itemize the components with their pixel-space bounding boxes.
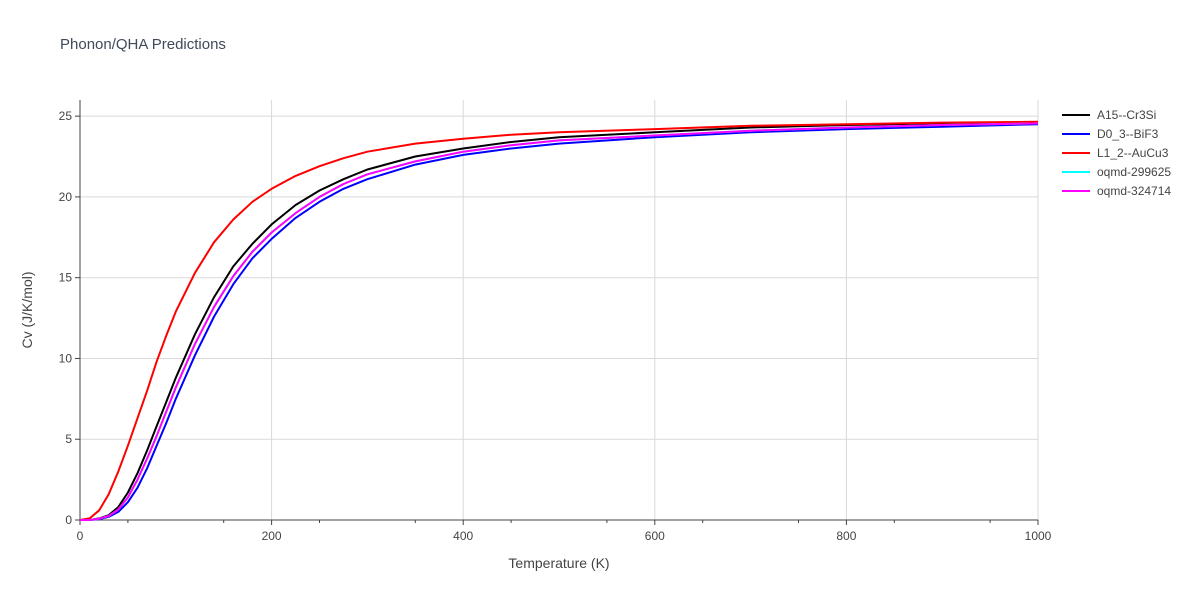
legend-label: L1_2--AuCu3 (1097, 146, 1169, 160)
series-line-2[interactable] (79, 120, 1039, 521)
chart-title: Phonon/QHA Predictions (60, 36, 226, 53)
x-tick-label: 400 (453, 529, 473, 543)
legend-item[interactable]: L1_2--AuCu3 (1062, 146, 1169, 160)
y-tick-label: 25 (59, 109, 73, 123)
legend[interactable]: A15--Cr3Si D0_3--BiF3 L1_2--AuCu3 oqmd-2996… (1062, 108, 1171, 198)
y-tick-label: 10 (59, 351, 73, 365)
x-tick-label: 1000 (1025, 529, 1052, 543)
x-tick-label: 800 (836, 529, 856, 543)
axes (75, 100, 1039, 525)
x-tick-label: 600 (645, 529, 665, 543)
legend-label: oqmd-299625 (1097, 165, 1171, 179)
x-tick-label: 200 (262, 529, 282, 543)
series-line-0[interactable] (80, 121, 1039, 521)
series-lines (79, 120, 1039, 521)
series-line-1[interactable] (80, 123, 1039, 521)
grid-lines (80, 100, 1039, 520)
y-tick-label: 5 (65, 432, 72, 446)
y-tick-label: 15 (59, 271, 73, 285)
legend-item[interactable]: D0_3--BiF3 (1062, 127, 1159, 141)
legend-item[interactable]: A15--Cr3Si (1062, 108, 1156, 122)
y-tick-label: 0 (65, 513, 72, 527)
y-axis-label: Cv (J/K/mol) (19, 272, 35, 349)
legend-item[interactable]: oqmd-324714 (1062, 184, 1171, 198)
legend-item[interactable]: oqmd-299625 (1062, 165, 1171, 179)
series-line-3[interactable] (80, 122, 1039, 521)
tick-labels: 0 200 400 600 800 1000 0 5 10 15 20 25 (59, 109, 1052, 543)
series-line-4[interactable] (80, 122, 1039, 521)
x-tick-label: 0 (77, 529, 84, 543)
legend-label: D0_3--BiF3 (1097, 127, 1159, 141)
legend-label: A15--Cr3Si (1097, 108, 1156, 122)
legend-label: oqmd-324714 (1097, 184, 1171, 198)
y-tick-label: 20 (59, 190, 73, 204)
x-axis-label: Temperature (K) (508, 555, 609, 571)
